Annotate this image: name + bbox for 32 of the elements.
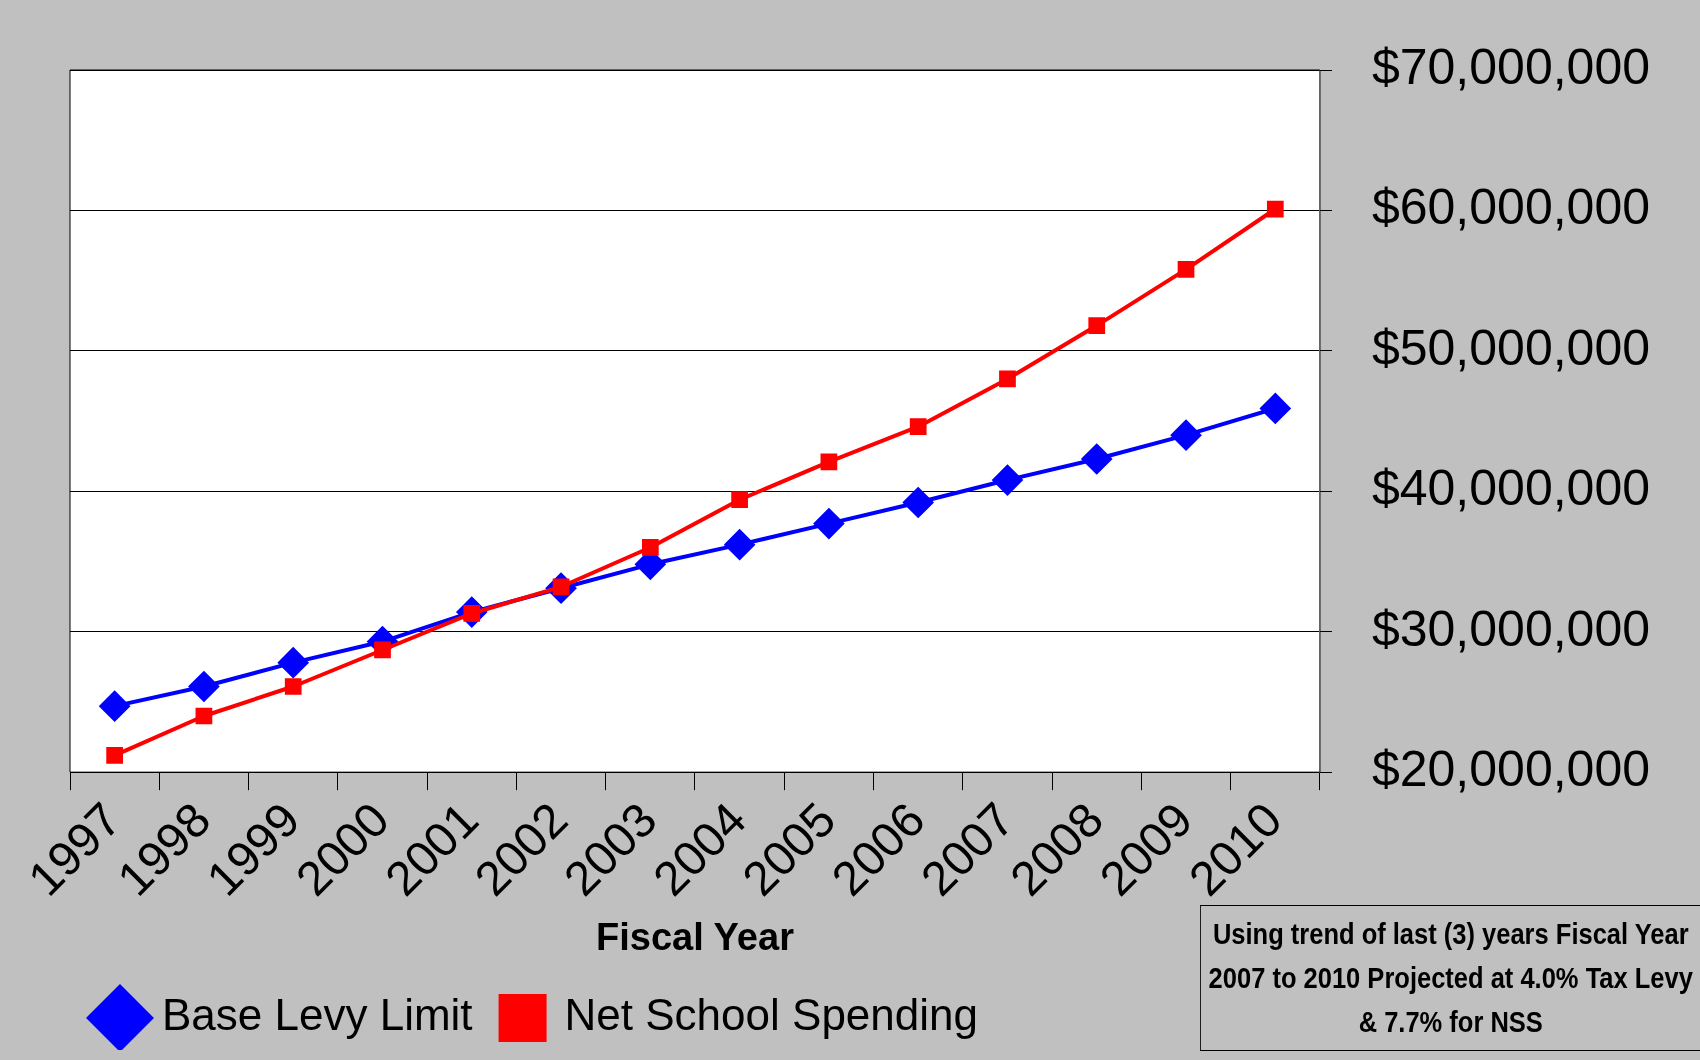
y-tick-label: $20,000,000 — [1371, 740, 1651, 797]
point — [99, 691, 130, 722]
y-tick-label: $30,000,000 — [1371, 600, 1651, 657]
y-tick-label: $60,000,000 — [1371, 179, 1651, 236]
point — [999, 370, 1016, 388]
point — [188, 671, 219, 702]
legend-label: Net School Spending — [564, 990, 978, 1040]
point — [374, 641, 391, 659]
point — [1260, 393, 1291, 424]
point — [195, 707, 213, 725]
y-tick-label: $40,000,000 — [1371, 460, 1651, 517]
point — [641, 539, 659, 556]
point — [813, 508, 844, 539]
point — [1081, 444, 1112, 474]
point — [731, 491, 748, 509]
legend-label: Base Levy Limit — [162, 990, 473, 1040]
point — [284, 678, 302, 695]
point — [820, 453, 838, 471]
y-tick-label: $70,000,000 — [1371, 38, 1651, 95]
point — [1088, 317, 1106, 334]
point — [724, 529, 755, 560]
point — [106, 746, 124, 764]
point — [1171, 420, 1202, 451]
point — [992, 465, 1023, 496]
y-tick-label: $50,000,000 — [1371, 319, 1651, 376]
point — [903, 487, 934, 518]
point — [1266, 200, 1284, 218]
text: Using trend of last (3) years Fiscal Year 2007 to 2010 Projected at 4.0% Tax Levy & 7.7% for NSS — [1200, 905, 1700, 1051]
point — [278, 647, 309, 678]
point — [1177, 261, 1195, 278]
x-axis-title: Fiscal Year — [596, 915, 795, 958]
point — [909, 418, 927, 436]
